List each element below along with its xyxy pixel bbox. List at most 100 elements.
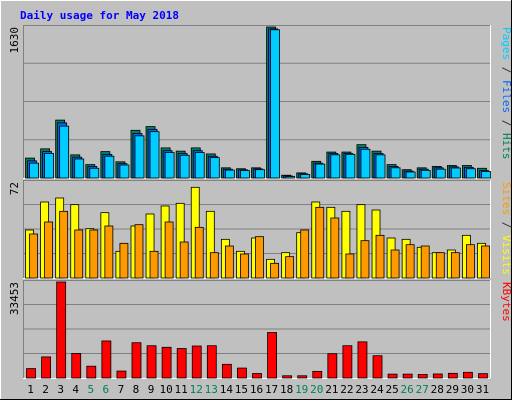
bar-sites-day-17 <box>270 262 279 279</box>
bar-pages-day-29 <box>450 167 461 179</box>
bar-sites-day-25 <box>390 249 400 279</box>
bar-sites-day-15 <box>240 253 249 279</box>
bar-sites-day-13 <box>209 252 219 279</box>
x-tick-label-day-31: 31 <box>476 383 489 396</box>
bar-pages-day-20 <box>315 163 326 179</box>
x-tick-label-day-21: 21 <box>325 383 338 396</box>
bar-pages-day-7 <box>119 164 130 179</box>
bar-pages-day-11 <box>179 154 190 179</box>
x-tick-label-day-19: 19 <box>295 383 308 396</box>
x-tick-label-day-2: 2 <box>42 383 49 396</box>
bar-pages-day-13 <box>209 157 220 179</box>
legend-top-part-2: Files <box>500 80 512 113</box>
legend-middle: Sites / Visits <box>500 182 512 275</box>
bar-pages-day-15 <box>240 170 250 179</box>
bar-kbytes-day-3 <box>56 281 67 379</box>
bar-sites-day-2 <box>44 221 53 279</box>
bar-sites-day-19 <box>300 229 310 279</box>
bar-kbytes-day-12 <box>191 345 202 379</box>
bar-sites-day-20 <box>315 206 325 279</box>
bar-sites-day-14 <box>224 245 234 279</box>
x-tick-label-day-8: 8 <box>133 383 140 396</box>
x-tick-label-day-9: 9 <box>148 383 155 396</box>
bar-kbytes-day-26 <box>402 373 413 379</box>
bar-pages-day-28 <box>435 168 446 179</box>
bar-sites-day-16 <box>255 236 264 279</box>
bar-kbytes-day-16 <box>252 373 262 379</box>
bar-kbytes-day-1 <box>26 368 36 379</box>
bar-pages-day-1 <box>29 162 39 179</box>
legend-top-part-3: / <box>500 113 512 133</box>
bar-pages-day-14 <box>224 169 235 179</box>
bar-kbytes-day-22 <box>342 345 353 379</box>
bar-pages-day-25 <box>390 167 401 179</box>
bar-sites-day-28 <box>435 252 445 279</box>
bar-pages-day-24 <box>375 154 386 179</box>
legend-top-part-0: Pages <box>500 27 512 60</box>
x-tick-label-day-30: 30 <box>461 383 474 396</box>
bar-kbytes-day-6 <box>101 340 112 379</box>
bar-pages-day-10 <box>164 152 175 179</box>
x-tick-label-day-27: 27 <box>416 383 429 396</box>
bar-sites-day-21 <box>330 217 340 279</box>
bar-sites-day-4 <box>74 229 84 279</box>
bar-kbytes-day-24 <box>372 355 383 379</box>
bar-sites-day-22 <box>345 253 355 279</box>
bar-sites-day-1 <box>29 233 38 279</box>
x-tick-label-day-26: 26 <box>401 383 414 396</box>
bar-pages-day-2 <box>44 153 54 179</box>
bar-kbytes-day-29 <box>447 372 458 379</box>
bar-kbytes-day-2 <box>41 356 51 379</box>
bar-pages-day-27 <box>420 170 431 179</box>
legend-middle-part-1: / <box>500 215 512 235</box>
bar-pages-day-4 <box>74 158 85 179</box>
x-tick-label-day-23: 23 <box>355 383 368 396</box>
x-tick-label-day-24: 24 <box>370 383 384 396</box>
x-tick-label-day-18: 18 <box>280 383 293 396</box>
bar-sites-day-8 <box>134 224 144 279</box>
bar-sites-day-5 <box>89 229 99 279</box>
x-tick-label-day-4: 4 <box>72 383 79 396</box>
x-tick-label-day-17: 17 <box>265 383 278 396</box>
bar-sites-day-7 <box>119 242 129 279</box>
bar-sites-day-23 <box>360 240 370 279</box>
bar-kbytes-day-28 <box>432 373 443 379</box>
legend-middle-part-0: Sites <box>500 182 512 215</box>
bar-kbytes-day-21 <box>327 353 338 379</box>
bar-kbytes-day-17 <box>267 332 277 379</box>
bar-pages-day-17 <box>270 29 280 179</box>
bar-kbytes-day-19 <box>297 375 308 379</box>
x-tick-label-day-13: 13 <box>205 383 218 396</box>
bar-kbytes-day-4 <box>71 353 82 379</box>
bar-pages-day-12 <box>194 152 205 179</box>
x-tick-label-day-29: 29 <box>446 383 459 396</box>
bar-kbytes-day-30 <box>463 371 473 379</box>
legend-top: Pages / Files / Hits <box>500 27 512 160</box>
bar-sites-day-10 <box>164 221 174 279</box>
panel-bottom-ymax-label: 33453 <box>8 282 21 315</box>
bar-sites-day-9 <box>149 250 159 279</box>
x-tick-label-day-3: 3 <box>57 383 64 396</box>
bar-pages-day-22 <box>345 153 356 179</box>
bar-sites-day-24 <box>375 234 385 279</box>
bar-pages-day-3 <box>59 125 70 179</box>
bar-sites-day-31 <box>481 245 490 279</box>
bar-sites-day-18 <box>285 256 295 279</box>
bar-kbytes-day-27 <box>417 374 428 379</box>
panel-top-ymax-label: 1630 <box>8 27 21 54</box>
bar-kbytes-day-11 <box>176 348 187 379</box>
bar-sites-day-3 <box>59 210 69 279</box>
x-tick-label-day-12: 12 <box>190 383 203 396</box>
bar-sites-day-26 <box>405 244 415 279</box>
bar-kbytes-day-18 <box>282 375 293 379</box>
bar-kbytes-day-25 <box>387 373 398 379</box>
bar-sites-day-29 <box>450 252 460 279</box>
legend-bottom-part-0: KBytes <box>500 282 512 322</box>
bar-pages-day-31 <box>481 171 491 179</box>
bar-kbytes-day-10 <box>161 346 172 379</box>
bar-sites-day-30 <box>466 244 475 279</box>
bar-kbytes-day-9 <box>146 345 157 379</box>
